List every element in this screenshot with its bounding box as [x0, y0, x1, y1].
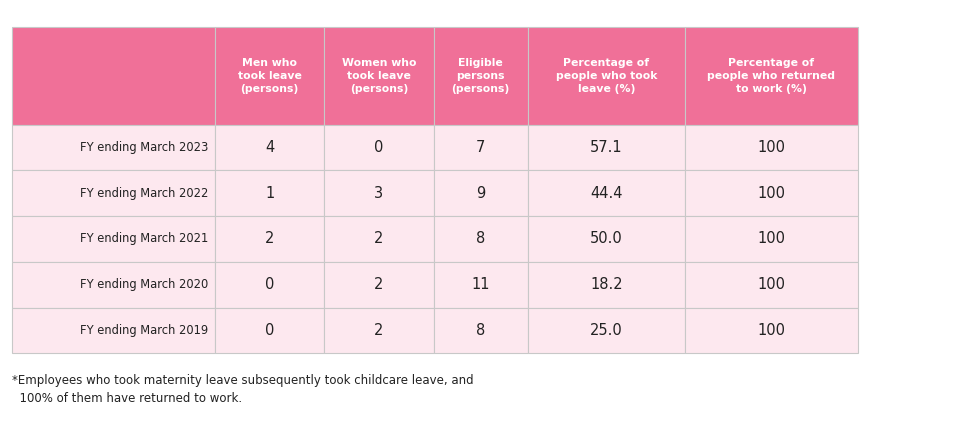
Bar: [685, 170, 858, 216]
Bar: [12, 27, 215, 125]
Bar: [685, 308, 858, 353]
Text: 100: 100: [758, 186, 785, 201]
Text: Women who
took leave
(persons): Women who took leave (persons): [342, 58, 416, 94]
Text: 0: 0: [265, 277, 274, 292]
Bar: [324, 125, 434, 170]
Text: 50.0: 50.0: [590, 231, 622, 247]
Bar: [12, 170, 215, 216]
Bar: [215, 125, 324, 170]
Bar: [434, 262, 528, 308]
Bar: [685, 262, 858, 308]
Bar: [215, 262, 324, 308]
Bar: [12, 125, 215, 170]
Bar: [215, 308, 324, 353]
Bar: [528, 27, 685, 125]
Bar: [528, 170, 685, 216]
Bar: [12, 308, 215, 353]
Bar: [434, 27, 528, 125]
Text: 3: 3: [375, 186, 383, 201]
Text: 0: 0: [265, 323, 274, 338]
Text: FY ending March 2021: FY ending March 2021: [80, 233, 208, 245]
Text: 44.4: 44.4: [590, 186, 622, 201]
Bar: [528, 262, 685, 308]
Text: 57.1: 57.1: [590, 140, 622, 155]
Bar: [685, 125, 858, 170]
Text: *Employees who took maternity leave subsequently took childcare leave, and
  100: *Employees who took maternity leave subs…: [12, 374, 473, 405]
Text: 4: 4: [265, 140, 274, 155]
Bar: [215, 27, 324, 125]
Text: 100: 100: [758, 140, 785, 155]
Bar: [12, 262, 215, 308]
Text: 2: 2: [375, 323, 383, 338]
Text: FY ending March 2019: FY ending March 2019: [80, 324, 208, 337]
Bar: [685, 27, 858, 125]
Bar: [324, 262, 434, 308]
Bar: [324, 170, 434, 216]
Text: FY ending March 2022: FY ending March 2022: [79, 187, 208, 200]
Bar: [215, 170, 324, 216]
Bar: [528, 216, 685, 262]
Bar: [685, 216, 858, 262]
Bar: [324, 27, 434, 125]
Text: FY ending March 2023: FY ending March 2023: [79, 141, 208, 154]
Bar: [215, 216, 324, 262]
Bar: [434, 216, 528, 262]
Text: 100: 100: [758, 277, 785, 292]
Text: FY ending March 2020: FY ending March 2020: [80, 278, 208, 291]
Text: 100: 100: [758, 231, 785, 247]
Text: 1: 1: [265, 186, 274, 201]
Text: 0: 0: [375, 140, 383, 155]
Text: 2: 2: [375, 231, 383, 247]
Bar: [324, 216, 434, 262]
Bar: [12, 216, 215, 262]
Text: Eligible
persons
(persons): Eligible persons (persons): [451, 58, 510, 94]
Bar: [434, 170, 528, 216]
Text: 100: 100: [758, 323, 785, 338]
Text: Men who
took leave
(persons): Men who took leave (persons): [238, 58, 301, 94]
Text: 8: 8: [476, 323, 485, 338]
Text: Percentage of
people who took
leave (%): Percentage of people who took leave (%): [556, 58, 657, 94]
Text: 7: 7: [476, 140, 485, 155]
Text: 9: 9: [476, 186, 485, 201]
Text: 25.0: 25.0: [590, 323, 622, 338]
Bar: [528, 308, 685, 353]
Bar: [324, 308, 434, 353]
Text: Percentage of
people who returned
to work (%): Percentage of people who returned to wor…: [708, 58, 835, 94]
Text: 2: 2: [265, 231, 274, 247]
Bar: [434, 308, 528, 353]
Text: 2: 2: [375, 277, 383, 292]
Text: 18.2: 18.2: [590, 277, 622, 292]
Text: 8: 8: [476, 231, 485, 247]
Bar: [528, 125, 685, 170]
Bar: [434, 125, 528, 170]
Text: 11: 11: [471, 277, 490, 292]
